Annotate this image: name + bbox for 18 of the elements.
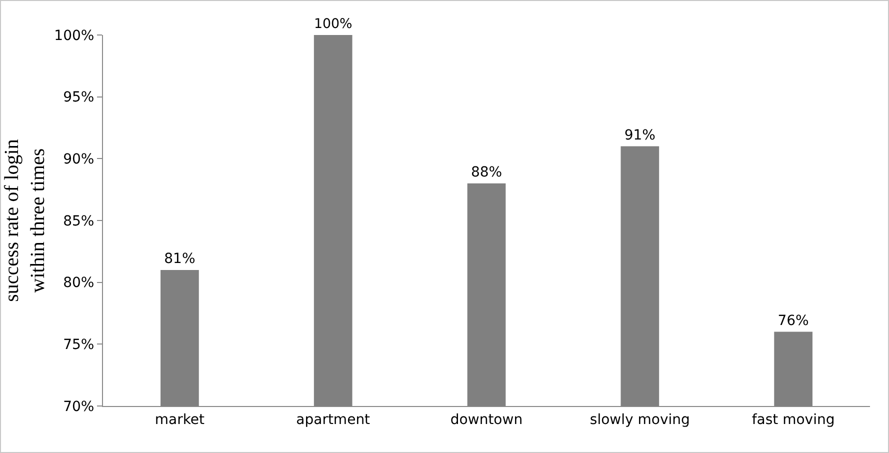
y-tick-label: 80% <box>63 275 94 292</box>
x-tick-label: apartment <box>296 412 371 428</box>
x-tick-label: slowly moving <box>590 412 690 428</box>
data-label: 76% <box>778 312 809 329</box>
y-tick-label: 100% <box>54 28 94 44</box>
y-tick-label: 70% <box>63 398 94 415</box>
data-label: 91% <box>624 127 656 144</box>
y-tick-label: 95% <box>63 90 94 106</box>
x-tick-label: market <box>154 412 206 428</box>
y-axis-title: success rate of login within three times <box>1 139 49 302</box>
x-tick-label: downtown <box>450 412 523 428</box>
y-tick-label: 75% <box>63 337 94 354</box>
data-label: 88% <box>470 164 502 180</box>
data-label: 81% <box>164 250 196 267</box>
y-tick-label: 85% <box>63 213 94 230</box>
data-label: 100% <box>314 17 352 32</box>
y-tick-label: 90% <box>63 152 94 168</box>
x-tick-label: fast moving <box>752 412 835 428</box>
